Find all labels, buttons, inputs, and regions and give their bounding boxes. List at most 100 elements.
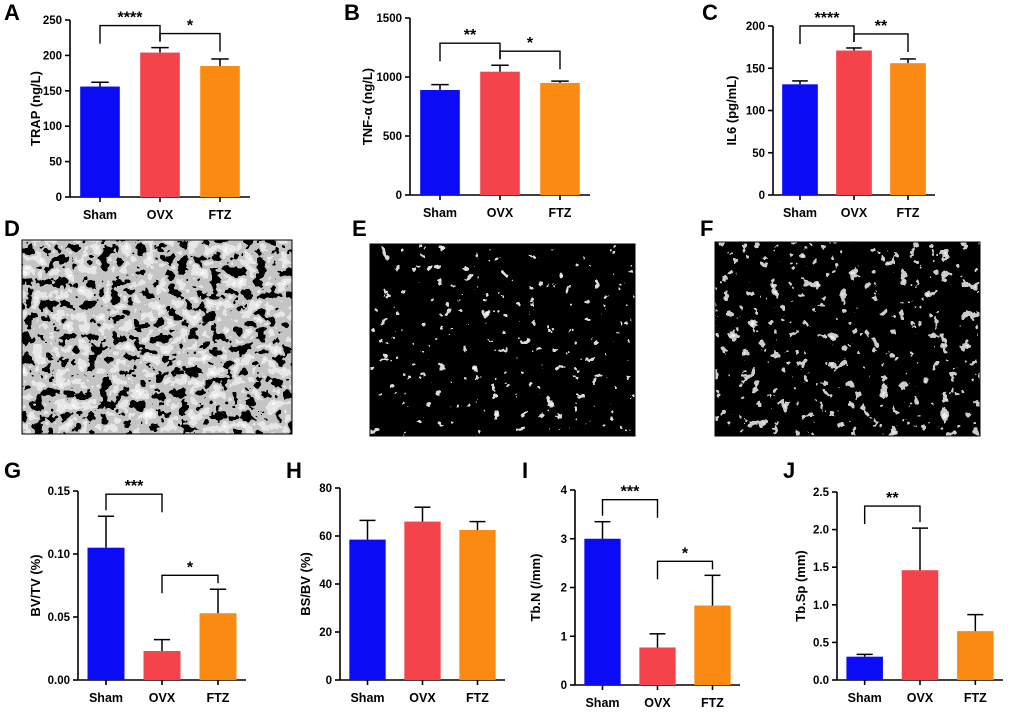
category-label: FTZ — [207, 691, 230, 705]
bar-sham — [846, 656, 883, 680]
y-tick-label: 150 — [43, 86, 62, 98]
y-tick-label: 1000 — [376, 72, 402, 84]
y-tick-label: 0.05 — [48, 612, 71, 624]
category-label: Sham — [350, 691, 384, 705]
image-panel-F: F — [700, 216, 981, 437]
panel-letter: I — [522, 458, 528, 483]
bar-ovx — [836, 50, 872, 195]
y-tick-label: 0.0 — [813, 675, 829, 687]
category-label: OVX — [907, 691, 934, 705]
y-tick-label: 250 — [43, 15, 62, 27]
y-axis-title: TRAP (ng/L) — [28, 71, 43, 146]
y-tick-label: 200 — [746, 21, 765, 33]
y-tick-label: 2 — [561, 583, 567, 595]
significance-bracket — [161, 574, 219, 594]
panel-letter: D — [4, 216, 20, 241]
y-tick-label: 2.5 — [813, 487, 830, 499]
y-axis-title: BS/BV (%) — [298, 552, 313, 616]
bar-ftz — [540, 82, 580, 195]
y-tick-label: 1.5 — [813, 562, 830, 574]
y-tick-label: 0 — [561, 680, 567, 692]
significance-label: ** — [886, 490, 899, 507]
y-tick-label: 150 — [746, 63, 765, 75]
y-tick-label: 1 — [561, 631, 568, 643]
y-tick-label: 200 — [43, 50, 62, 62]
category-label: Sham — [89, 691, 123, 705]
panel-letter: C — [702, 0, 718, 25]
y-tick-label: 40 — [319, 579, 332, 591]
panel-letter: G — [4, 458, 21, 483]
ct-image-ftz — [715, 242, 980, 436]
y-tick-label: 1.0 — [813, 600, 829, 612]
significance-label: * — [187, 559, 194, 576]
bar-ovx — [140, 52, 180, 198]
y-tick-label: 0.10 — [48, 549, 70, 561]
category-label: Sham — [848, 691, 882, 705]
bar-ftz — [459, 530, 496, 680]
significance-label: *** — [125, 478, 144, 495]
significance-label: ** — [875, 18, 888, 35]
y-tick-label: 60 — [319, 531, 332, 543]
bar-ftz — [957, 631, 994, 680]
bar-chart-J: J Tb.Sp (mm) 0.0 0.5 1.0 1.5 2.0 2.5 Sham OVX FTZ *… — [783, 458, 1003, 705]
bar-sham — [80, 86, 120, 197]
y-tick-label: 0 — [56, 192, 62, 204]
category-label: FTZ — [466, 691, 489, 705]
y-tick-label: 50 — [49, 157, 62, 169]
significance-bracket — [439, 42, 501, 62]
y-tick-label: 0 — [759, 190, 765, 202]
significance-label: ** — [464, 27, 477, 44]
ct-image-border — [714, 241, 981, 437]
bar-ovx — [480, 71, 520, 195]
category-label: FTZ — [964, 691, 987, 705]
category-label: FTZ — [701, 696, 724, 710]
y-tick-label: 100 — [43, 121, 62, 133]
significance-label: **** — [815, 10, 841, 27]
ct-image-ovx — [370, 244, 635, 436]
bar-ovx — [901, 570, 939, 680]
y-axis-title: BV/TV (%) — [28, 554, 43, 616]
significance-label: * — [527, 35, 534, 52]
bar-chart-H: H BS/BV (%) 0 20 40 60 80 Sham OVX FTZ — [286, 458, 505, 705]
y-tick-label: 1500 — [376, 13, 402, 25]
significance-bracket — [99, 24, 161, 44]
significance-label: * — [187, 18, 194, 35]
category-label: Sham — [423, 206, 457, 220]
significance-bracket — [105, 493, 163, 513]
significance-bracket — [499, 50, 561, 70]
y-axis-title: TNF-α (ng/L) — [360, 68, 375, 145]
category-label: OVX — [487, 206, 514, 220]
significance-bracket — [863, 505, 921, 525]
category-label: FTZ — [209, 208, 232, 222]
category-label: Sham — [83, 208, 117, 222]
ct-image-border — [369, 243, 636, 437]
y-tick-label: 0.5 — [813, 637, 830, 649]
bar-sham — [349, 539, 386, 680]
category-label: FTZ — [549, 206, 572, 220]
significance-label: *** — [621, 484, 640, 501]
category-label: OVX — [149, 691, 176, 705]
y-tick-label: 500 — [383, 131, 402, 143]
y-axis-title: IL6 (pg/mL) — [724, 75, 739, 145]
category-label: OVX — [409, 691, 436, 705]
bar-ovx — [639, 647, 676, 685]
bar-sham — [420, 89, 460, 195]
y-tick-label: 0 — [326, 675, 332, 687]
panel-letter: H — [286, 458, 302, 483]
category-label: Sham — [585, 696, 619, 710]
panel-letter: E — [352, 216, 367, 241]
y-tick-label: 0.00 — [48, 675, 70, 687]
bar-ftz — [200, 66, 240, 198]
y-tick-label: 50 — [752, 148, 765, 160]
panel-letter: F — [700, 216, 713, 241]
bar-sham — [584, 538, 621, 685]
bar-sham — [87, 547, 125, 680]
significance-bracket — [799, 25, 855, 44]
y-tick-label: 0.15 — [48, 486, 71, 498]
category-label: Sham — [783, 206, 817, 220]
y-axis-title: Tb.Sp (mm) — [793, 550, 808, 622]
category-label: OVX — [644, 696, 671, 710]
